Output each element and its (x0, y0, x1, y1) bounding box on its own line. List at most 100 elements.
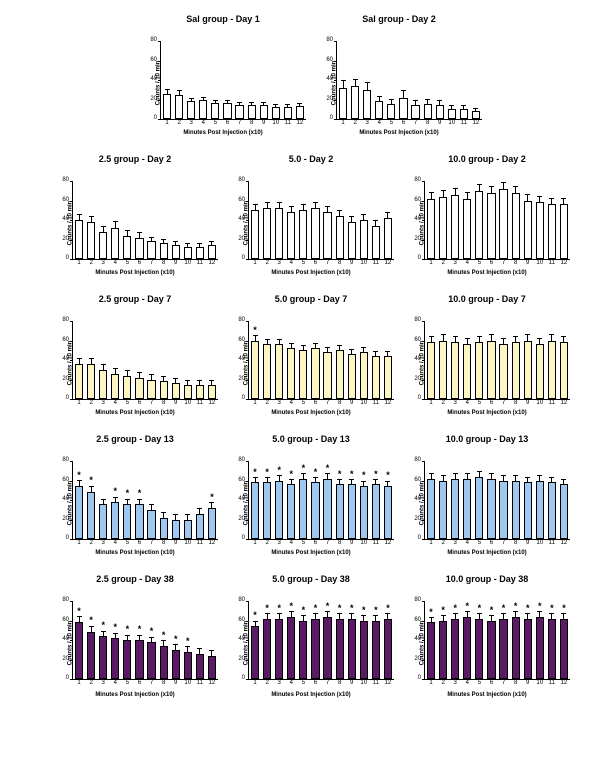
x-tick-label: 10 (184, 680, 192, 686)
x-tick-label: 7 (323, 540, 331, 546)
chart-title: Sal group - Day 1 (138, 14, 308, 24)
significance-star: * (135, 624, 143, 634)
y-tick (246, 461, 249, 462)
x-tick-label: 1 (251, 540, 259, 546)
x-tick-label: 6 (311, 540, 319, 546)
significance-star: * (512, 601, 520, 611)
x-axis-label: Minutes Post Injection (x10) (314, 130, 484, 136)
error-bar (315, 614, 316, 619)
bar (135, 378, 143, 399)
bar (99, 504, 107, 539)
error-cap (489, 186, 494, 187)
y-axis-label: Counts / 10 min (419, 341, 425, 386)
error-bar (79, 617, 80, 623)
error-cap (173, 644, 178, 645)
error-bar (151, 505, 152, 510)
error-cap (125, 635, 130, 636)
significance-star: * (311, 467, 319, 477)
x-tick-label: 3 (451, 260, 459, 266)
error-cap (289, 479, 294, 480)
x-tick-label: 10 (360, 260, 368, 266)
bar (123, 236, 131, 259)
error-bar (303, 616, 304, 621)
error-cap (101, 499, 106, 500)
error-cap (337, 479, 342, 480)
x-tick-label: 7 (147, 540, 155, 546)
error-cap (197, 243, 202, 244)
error-bar (279, 614, 280, 619)
bar (299, 210, 307, 259)
y-tick (422, 461, 425, 462)
bar (436, 105, 444, 119)
bar (548, 341, 556, 400)
x-tick-label: 3 (99, 400, 107, 406)
plot-area: 020406080*1*2*3*4*5*6*7*8*9*101112 (72, 601, 218, 680)
bar (339, 88, 347, 119)
significance-star: * (384, 603, 392, 613)
y-axis-label: Counts / 10 min (67, 481, 73, 526)
x-tick-label: 8 (512, 260, 520, 266)
bar (87, 632, 95, 679)
x-tick-label: 10 (272, 120, 280, 126)
x-tick-label: 3 (275, 260, 283, 266)
significance-star: * (311, 603, 319, 613)
error-cap (113, 497, 118, 498)
significance-star: * (427, 607, 435, 617)
bar (172, 520, 180, 540)
x-tick-label: 10 (360, 400, 368, 406)
y-tick (70, 461, 73, 462)
x-tick-label: 11 (548, 260, 556, 266)
y-axis-label: Counts / 10 min (331, 61, 337, 106)
bar (260, 105, 268, 119)
error-cap (149, 374, 154, 375)
error-cap (185, 646, 190, 647)
bar (87, 222, 95, 259)
bar (135, 238, 143, 259)
error-cap (441, 334, 446, 335)
error-cap (213, 100, 218, 101)
bar (375, 101, 383, 119)
y-tick (70, 181, 73, 182)
significance-star: * (135, 488, 143, 498)
bar (284, 107, 292, 119)
y-tick-label: 80 (55, 457, 69, 463)
error-bar (339, 480, 340, 485)
x-tick-label: 10 (448, 120, 456, 126)
x-tick-label: 2 (87, 400, 95, 406)
y-tick-label: 80 (231, 317, 245, 323)
error-cap (149, 237, 154, 238)
error-cap (137, 499, 142, 500)
error-bar (367, 83, 368, 90)
error-bar (211, 241, 212, 245)
x-tick-label: 4 (287, 400, 295, 406)
x-tick-label: 6 (135, 260, 143, 266)
x-tick-label: 9 (172, 540, 180, 546)
error-bar (539, 476, 540, 481)
x-tick-label: 5 (299, 680, 307, 686)
x-tick-label: 8 (160, 540, 168, 546)
x-tick-label: 7 (499, 260, 507, 266)
x-axis-label: Minutes Post Injection (x10) (50, 692, 220, 698)
x-tick-label: 7 (411, 120, 419, 126)
plot-area: 020406080123456789101112 (424, 181, 570, 260)
x-tick-label: 4 (287, 680, 295, 686)
y-tick-label: 80 (143, 37, 157, 43)
bar (536, 344, 544, 399)
error-bar (551, 478, 552, 483)
error-cap (301, 473, 306, 474)
y-tick-label: 0 (231, 255, 245, 261)
error-cap (429, 617, 434, 618)
bar (123, 376, 131, 399)
x-tick-label: 2 (439, 540, 447, 546)
error-cap (325, 473, 330, 474)
chart-sal1: Sal group - Day 102040608012345678910111… (138, 28, 308, 138)
error-cap (373, 615, 378, 616)
x-axis-label: Minutes Post Injection (x10) (402, 550, 572, 556)
significance-star: * (75, 470, 83, 480)
chart-g100d2: 10.0 group - Day 20204060801234567891011… (402, 168, 572, 278)
error-bar (551, 199, 552, 205)
error-cap (265, 477, 270, 478)
bar (360, 352, 368, 399)
error-bar (387, 481, 388, 486)
bar (439, 621, 447, 680)
